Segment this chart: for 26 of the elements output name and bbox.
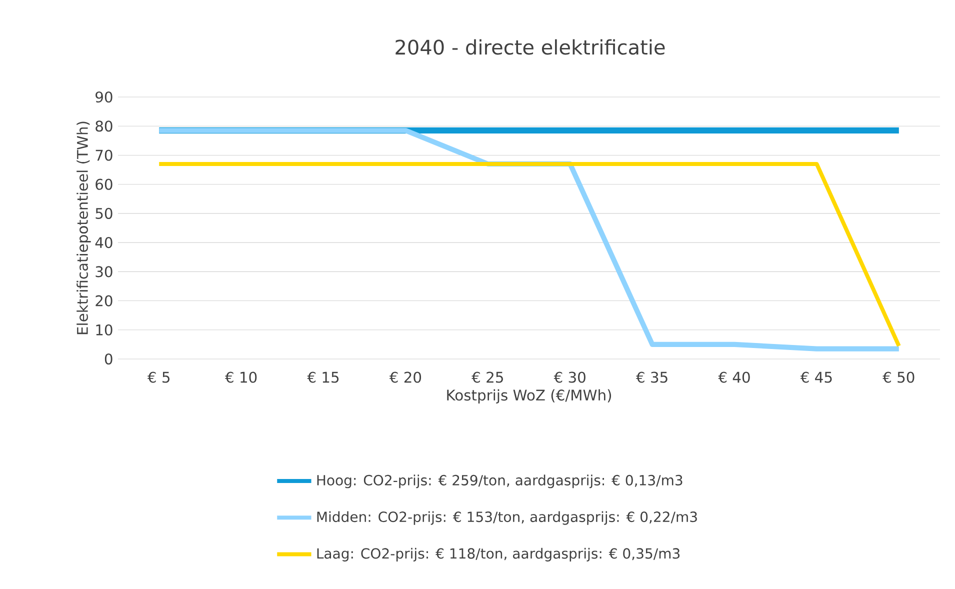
legend-label: Hoog: CO2-prijs: € 259/ton, aardgasprijs: € 0,13/m3 [317, 474, 682, 488]
y-tick-label: 60 [96, 178, 112, 190]
chart-title: 2040 - directe elektrificatie [396, 39, 665, 55]
y-tick-label: 70 [96, 150, 112, 161]
y-tick-label: 10 [96, 324, 112, 336]
x-tick-label: € 45 [800, 372, 832, 383]
x-tick-label: € 40 [718, 372, 750, 383]
x-tick-label: € 20 [389, 372, 422, 383]
y-tick-label: 40 [95, 237, 112, 248]
y-axis-title: Elektrificatiepotentieel (TWh) [76, 122, 91, 334]
y-tick-label: 0 [104, 353, 112, 365]
x-tick-label: € 50 [882, 372, 914, 383]
y-tick-label: 90 [96, 91, 112, 103]
x-tick-label: € 5 [147, 372, 170, 383]
y-tick-label: 20 [96, 295, 112, 306]
x-tick-label: € 30 [554, 372, 586, 383]
legend-label: Laag: CO2-prijs: € 118/ton, aardgasprijs: € 0,35/m3 [317, 548, 680, 562]
x-tick-label: € 25 [472, 372, 503, 383]
y-tick-label: 80 [96, 120, 112, 132]
x-tick-label: € 35 [636, 372, 668, 383]
y-tick-label: 30 [96, 266, 112, 278]
y-tick-label: 50 [96, 208, 112, 219]
x-tick-label: € 10 [224, 372, 257, 383]
x-axis-title: Kostprijs WoZ (€/MWh) [447, 389, 612, 404]
x-tick-label: € 15 [307, 372, 339, 383]
legend-label: Midden: CO2-prijs: € 153/ton, aardgasprijs: € 0,22/m3 [317, 511, 697, 525]
